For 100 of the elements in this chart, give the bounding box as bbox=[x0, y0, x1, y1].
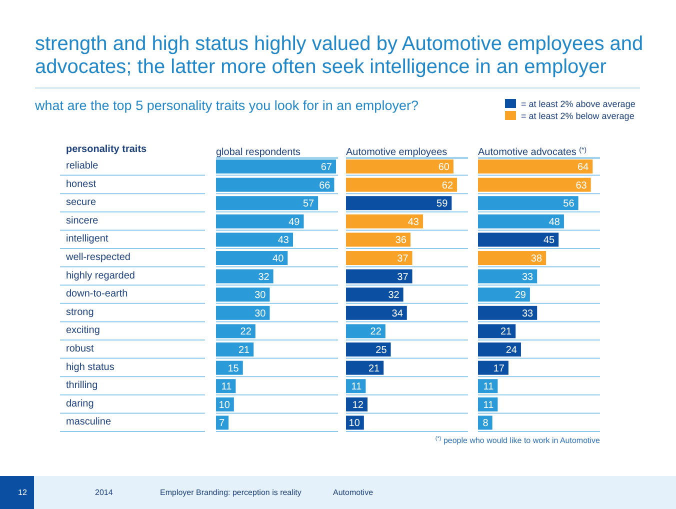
bar bbox=[478, 288, 530, 302]
data-label: 15 bbox=[228, 363, 240, 374]
data-label: 59 bbox=[436, 198, 448, 210]
data-label: 38 bbox=[530, 254, 542, 264]
x-axis-title: Automotive advocates $^{(*)}$ bbox=[478, 146, 587, 158]
data-label: 63 bbox=[576, 180, 588, 192]
bar bbox=[216, 178, 334, 192]
bar bbox=[478, 342, 521, 356]
data-label: 29 bbox=[514, 290, 526, 302]
data-label: 11 bbox=[221, 382, 232, 393]
bar bbox=[216, 360, 243, 375]
data-label: 33 bbox=[522, 308, 534, 320]
y-tick-label: highly regarded bbox=[66, 270, 135, 282]
data-label: 57 bbox=[302, 198, 315, 210]
bar bbox=[478, 324, 516, 338]
bar bbox=[216, 324, 256, 338]
y-tick-label: strong bbox=[66, 306, 94, 318]
y-tick-label: masculine bbox=[66, 416, 112, 428]
data-label: 8 bbox=[482, 418, 489, 430]
bar bbox=[478, 196, 578, 210]
y-tick-label: intelligent bbox=[66, 234, 108, 245]
text: 2014 bbox=[95, 488, 114, 497]
data-label: 30 bbox=[254, 290, 266, 302]
bar bbox=[478, 214, 564, 228]
text: Employer Branding: perception is reality bbox=[160, 488, 302, 497]
text: Automotive bbox=[333, 488, 374, 497]
data-label: 43 bbox=[408, 216, 420, 228]
bar bbox=[478, 306, 538, 320]
data-label: 21 bbox=[368, 363, 380, 374]
y-tick-label: reliable bbox=[66, 160, 99, 172]
bar bbox=[478, 232, 559, 247]
bar bbox=[216, 160, 336, 174]
bar bbox=[216, 269, 274, 284]
bar bbox=[478, 160, 593, 174]
data-label: 21 bbox=[500, 326, 512, 338]
bar bbox=[216, 416, 229, 430]
text: 12 bbox=[18, 488, 28, 497]
data-label: 24 bbox=[506, 345, 518, 356]
bar bbox=[216, 342, 254, 356]
bar bbox=[346, 342, 391, 356]
bar bbox=[216, 196, 318, 210]
bar bbox=[478, 251, 546, 265]
y-tick-label: honest bbox=[66, 178, 96, 190]
chart-title: strength and high status highly valued by Automotive employees and advocates; the latter more often seek intelligence in an employer bbox=[35, 33, 644, 78]
data-label: 32 bbox=[258, 272, 270, 283]
bar bbox=[478, 178, 591, 192]
bar bbox=[346, 288, 404, 302]
data-label: 66 bbox=[319, 180, 331, 192]
bar bbox=[478, 269, 538, 284]
bar bbox=[346, 232, 410, 247]
data-label: 10 bbox=[348, 418, 360, 430]
bar bbox=[216, 288, 270, 302]
data-label: 62 bbox=[442, 180, 454, 192]
data-label: 45 bbox=[543, 235, 556, 246]
y-tick-label: thrilling bbox=[66, 380, 98, 392]
y-tick-label: high status bbox=[66, 362, 114, 373]
bar bbox=[346, 196, 452, 210]
data-label: 48 bbox=[548, 216, 560, 228]
data-label: 17 bbox=[493, 363, 505, 374]
data-label: 49 bbox=[288, 216, 300, 228]
data-label: 56 bbox=[563, 198, 575, 210]
bar bbox=[346, 360, 384, 375]
y-axis-title: personality traits bbox=[66, 144, 148, 155]
data-label: 11 bbox=[483, 400, 494, 411]
bar bbox=[216, 251, 288, 265]
x-axis-title: Automotive employees bbox=[346, 147, 448, 158]
y-tick-label: sincere bbox=[66, 215, 99, 226]
data-label: 37 bbox=[397, 272, 409, 283]
data-label: 37 bbox=[397, 254, 409, 264]
bar bbox=[346, 269, 412, 284]
data-label: 34 bbox=[392, 308, 404, 320]
bar bbox=[216, 214, 304, 228]
data-label: 12 bbox=[352, 400, 364, 411]
bar bbox=[216, 232, 294, 247]
legend-label: = at least 2% above average bbox=[521, 99, 636, 109]
x-axis-title: global respondents bbox=[216, 147, 301, 158]
legend-label: = at least 2% below average bbox=[521, 111, 634, 121]
y-tick-label: well-respected bbox=[65, 252, 130, 263]
data-label: 7 bbox=[218, 418, 225, 430]
chart-subtitle: what are the top 5 personality traits you look for in an employer? bbox=[34, 98, 418, 113]
data-label: 43 bbox=[278, 235, 290, 246]
data-label: 30 bbox=[254, 308, 266, 320]
bar bbox=[346, 306, 407, 320]
y-tick-label: robust bbox=[66, 344, 94, 354]
data-label: 22 bbox=[370, 326, 382, 338]
bar bbox=[346, 251, 412, 265]
data-label: 11 bbox=[483, 382, 494, 393]
y-tick-label: down-to-earth bbox=[66, 288, 128, 300]
data-label: 25 bbox=[376, 345, 388, 356]
data-label: 36 bbox=[395, 235, 407, 246]
bar bbox=[346, 214, 424, 228]
bar bbox=[216, 306, 270, 320]
data-label: 64 bbox=[578, 162, 590, 173]
data-label: 21 bbox=[238, 345, 250, 356]
bar bbox=[346, 324, 386, 338]
text: $^{(*)}$ people who would like to work in Automotive bbox=[435, 435, 601, 445]
bar bbox=[346, 160, 454, 174]
data-label: 32 bbox=[388, 290, 400, 302]
data-label: 22 bbox=[240, 326, 252, 338]
data-label: 67 bbox=[320, 162, 332, 173]
